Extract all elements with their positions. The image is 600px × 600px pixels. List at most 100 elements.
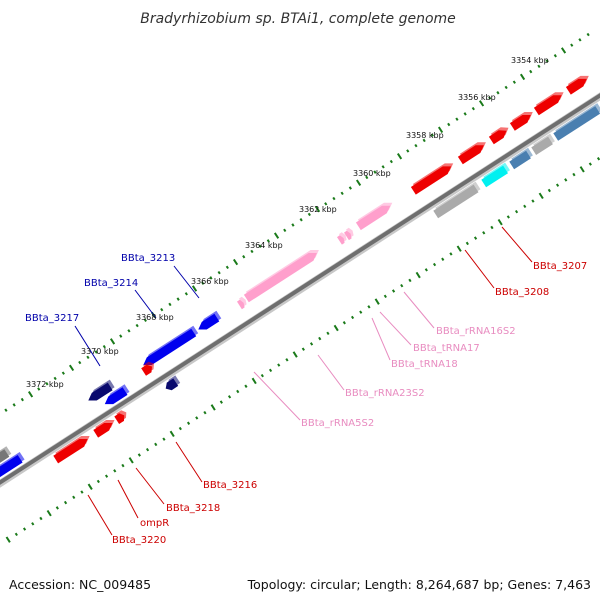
tick-mark-outer	[225, 265, 229, 270]
tick-mark-inner	[531, 199, 535, 203]
tick-mark-inner	[596, 157, 600, 161]
tick-mark-inner	[490, 225, 494, 230]
tick-mark-inner	[473, 236, 478, 240]
tick-mark-inner	[244, 384, 248, 388]
tick-mark-outer	[53, 376, 57, 381]
tick-mark-inner	[219, 400, 223, 404]
feature-cyan	[481, 162, 510, 188]
tick-mark-outer	[250, 249, 254, 254]
tick-mark-outer	[340, 191, 344, 196]
gene-labels: BBta_3207 BBta_3208 BBta_rRNA16S2 BBta_t…	[25, 253, 587, 546]
tick-mark-inner	[449, 252, 453, 256]
tick-mark-outer	[4, 408, 8, 412]
tick-mark-inner	[87, 483, 93, 490]
tick-mark-outer	[168, 302, 172, 307]
tick-mark-outer	[94, 350, 98, 354]
tick-mark-inner	[424, 268, 428, 272]
tick-mark-inner	[367, 305, 371, 309]
tick-mark-outer	[86, 355, 90, 360]
tick-mark-outer	[160, 307, 164, 312]
tick-mark-outer	[78, 360, 82, 365]
tick-mark-outer	[12, 403, 16, 407]
label-leaders	[74, 226, 533, 536]
gene-label-ompr: ompR	[140, 518, 169, 529]
tick-mark-outer	[102, 344, 106, 349]
tick-mark-outer	[365, 175, 369, 180]
tick-mark-inner	[195, 416, 199, 420]
tick-mark-outer	[61, 371, 65, 375]
tick-label-3360: 3360 kbp	[353, 169, 391, 178]
feature-bbta-trna17	[337, 232, 347, 245]
tick-mark-outer	[381, 165, 385, 169]
tick-mark-inner	[14, 532, 18, 537]
tick-mark-outer	[430, 133, 434, 137]
map-title: Bradyrhizobium sp. BTAi1, complete genom…	[140, 11, 456, 27]
tick-mark-inner	[579, 166, 585, 173]
tick-mark-outer	[143, 318, 147, 322]
tick-mark-outer	[135, 323, 139, 328]
tick-mark-inner	[22, 527, 27, 531]
tick-mark-inner	[465, 241, 469, 246]
tick-mark-inner	[80, 490, 84, 494]
tick-mark-inner	[383, 294, 387, 299]
tick-mark-outer	[191, 285, 198, 292]
tick-mark-inner	[5, 536, 11, 543]
leader-bbta-rrna16s2	[403, 291, 435, 329]
leader-bbta-trna18	[371, 317, 391, 361]
tick-mark-inner	[31, 522, 35, 526]
tick-mark-outer	[471, 106, 475, 111]
tick-mark-outer	[232, 258, 239, 266]
tick-mark-inner	[456, 245, 462, 252]
tick-mark-outer	[463, 112, 467, 116]
gene-label-bbta-rrna23s2: BBta_rRNA23S2	[345, 388, 425, 399]
feature-reverse-cds	[198, 310, 222, 330]
tick-mark-inner	[63, 500, 68, 505]
tick-mark-outer	[332, 196, 336, 201]
tick-mark-outer	[37, 387, 41, 391]
gene-label-bbta-rrna16s2: BBta_rRNA16S2	[436, 326, 516, 337]
tick-mark-inner	[96, 479, 100, 484]
tick-mark-inner	[55, 506, 59, 510]
gene-label-bbta-trna17: BBta_tRNA17	[413, 343, 480, 354]
gene-label-bbta-trna18: BBta_tRNA18	[391, 359, 458, 370]
feature-other	[0, 446, 12, 463]
tick-mark-outer	[519, 73, 526, 81]
feature-bbta-3218	[165, 375, 181, 391]
tick-labels: 3354 kbp 3356 kbp 3358 kbp 3360 kbp 3362…	[26, 56, 549, 389]
tick-label-3372: 3372 kbp	[26, 380, 64, 389]
leader-bbta-3216	[175, 441, 203, 483]
tick-mark-inner	[301, 347, 305, 351]
tick-mark-outer	[283, 228, 287, 233]
tick-mark-inner	[482, 231, 486, 235]
tick-mark-outer	[242, 255, 246, 259]
feature-bbta-3217	[104, 384, 130, 405]
feature-ompr	[93, 420, 115, 438]
tick-mark-outer	[348, 186, 352, 190]
gene-label-bbta-3220: BBta_3220	[112, 535, 166, 546]
accession-text: Accession: NC_009485	[9, 577, 152, 592]
tick-mark-outer	[504, 85, 508, 90]
tick-mark-inner	[145, 447, 150, 452]
feature-bbta-3208	[433, 181, 481, 219]
tick-mark-inner	[260, 373, 264, 378]
tick-mark-outer	[217, 270, 221, 275]
tick-mark-inner	[350, 315, 355, 320]
leader-bbta-3208	[464, 249, 495, 289]
tick-mark-outer	[586, 32, 590, 37]
tick-mark-inner	[572, 172, 576, 177]
tick-mark-inner	[391, 289, 396, 293]
leader-bbta-3218	[135, 467, 165, 505]
feature-bbta-rrna5s2	[237, 296, 247, 310]
tick-mark-outer	[184, 292, 188, 296]
feature-bbta-rrna16s2	[355, 202, 393, 231]
gene-label-bbta-3218: BBta_3218	[166, 503, 220, 514]
gene-label-bbta-3208: BBta_3208	[495, 287, 549, 298]
gene-label-bbta-3214: BBta_3214	[84, 278, 138, 289]
tick-mark-outer	[478, 100, 485, 107]
feature-bbta-trna18	[344, 227, 354, 241]
tick-mark-outer	[496, 91, 500, 95]
tick-mark-inner	[292, 351, 298, 358]
tick-mark-outer	[68, 364, 75, 372]
tick-mark-inner	[514, 209, 519, 214]
leader-bbta-3214	[134, 289, 157, 319]
